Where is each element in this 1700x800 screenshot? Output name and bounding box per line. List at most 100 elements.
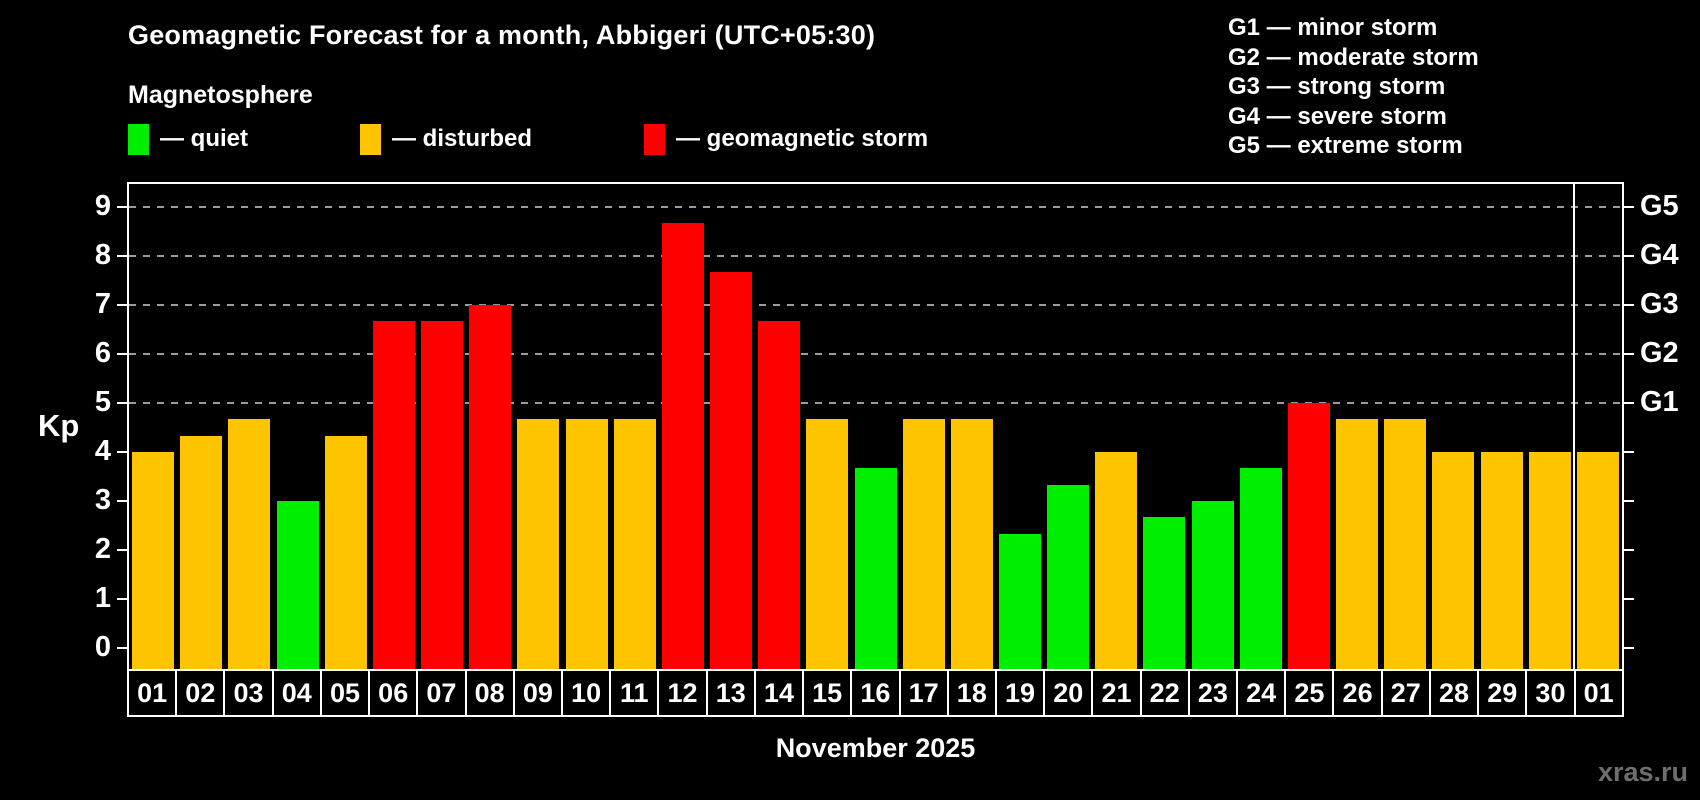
day-label-09: 09 — [512, 669, 563, 717]
left-tick-kp-4 — [117, 451, 127, 453]
y-tick-label-0: 0 — [94, 631, 111, 663]
day-label-04: 04 — [271, 669, 322, 717]
day-label-07: 07 — [416, 669, 467, 717]
day-label-15: 15 — [802, 669, 853, 717]
kp-bar-19 — [998, 533, 1041, 669]
left-tick-kp-1 — [117, 598, 127, 600]
day-label-11: 11 — [609, 669, 660, 717]
left-tick-kp-7 — [117, 304, 127, 306]
left-tick-kp-5 — [117, 402, 127, 404]
day-label-29: 29 — [1477, 669, 1528, 717]
day-label-17: 17 — [898, 669, 949, 717]
kp-bar-17 — [902, 419, 945, 669]
day-label-25: 25 — [1284, 669, 1335, 717]
month-boundary-line — [1572, 184, 1575, 669]
storm-scale-line-G4: G4 — severe storm — [1228, 102, 1447, 130]
y-axis-title: Kp — [38, 408, 80, 443]
x-axis-labels: 01 02 03 04 05 06 07 08 09 10 11 12 13 14 15 16 17 18 19 20… — [127, 669, 1624, 717]
kp-bar-10 — [565, 419, 608, 669]
day-label-13: 13 — [705, 669, 756, 717]
day-label-05: 05 — [319, 669, 371, 717]
legend-item-storm: — geomagnetic storm — [644, 123, 928, 155]
kp-bar-20 — [1047, 484, 1090, 669]
y-tick-label-7: 7 — [94, 288, 111, 320]
day-label-27: 27 — [1380, 669, 1431, 717]
kp-bar-12 — [661, 223, 704, 669]
kp-bar-30 — [1528, 452, 1571, 669]
y-tick-label-6: 6 — [94, 337, 111, 369]
plot-inner — [129, 184, 1622, 669]
x-axis-title: November 2025 — [775, 733, 976, 763]
legend-item-quiet: — quiet — [128, 123, 248, 155]
left-tick-kp-9 — [117, 206, 127, 208]
day-label-24: 24 — [1236, 669, 1287, 717]
kp-bar-15 — [806, 419, 849, 669]
kp-bar-28 — [1432, 452, 1475, 669]
y-tick-label-2: 2 — [94, 533, 111, 565]
kp-bar-01 — [132, 452, 175, 669]
left-tick-kp-0 — [117, 647, 127, 649]
storm-scale-line-G2: G2 — moderate storm — [1228, 43, 1479, 71]
right-axis-label-G5: G5 — [1640, 190, 1679, 222]
kp-bar-13 — [710, 272, 753, 669]
day-label-14: 14 — [753, 669, 805, 717]
right-tick-kp-0 — [1624, 647, 1634, 649]
left-tick-kp-3 — [117, 500, 127, 502]
kp-bar-04 — [276, 501, 319, 669]
y-tick-label-4: 4 — [94, 435, 111, 467]
left-tick-kp-2 — [117, 549, 127, 551]
watermark: xras.ru — [1597, 757, 1688, 787]
kp-bar-18 — [950, 419, 993, 669]
kp-bar-21 — [1095, 452, 1138, 669]
y-tick-label-9: 9 — [94, 190, 111, 222]
day-label-01: 01 — [127, 669, 178, 717]
page-title: Geomagnetic Forecast for a month, Abbige… — [128, 20, 876, 50]
kp-bar-05 — [324, 435, 367, 669]
right-tick-kp-7 — [1624, 304, 1634, 306]
day-label-03: 03 — [223, 669, 274, 717]
day-label-18: 18 — [946, 669, 997, 717]
kp-bar-08 — [469, 305, 512, 669]
y-tick-label-5: 5 — [94, 386, 111, 418]
day-label-28: 28 — [1428, 669, 1480, 717]
day-label-19: 19 — [994, 669, 1046, 717]
day-label-30: 30 — [1525, 669, 1576, 717]
kp-bar-01-next-month — [1576, 452, 1619, 669]
kp-bar-25 — [1287, 403, 1330, 669]
storm-scale-line-G1: G1 — minor storm — [1228, 14, 1438, 41]
right-axis-label-G2: G2 — [1640, 337, 1679, 369]
y-tick-label-8: 8 — [94, 239, 111, 271]
gridline-kp-9 — [129, 206, 1622, 208]
kp-bar-02 — [180, 435, 223, 669]
day-label-23: 23 — [1187, 669, 1239, 717]
gridline-kp-6 — [129, 353, 1622, 355]
kp-bar-07 — [421, 321, 464, 669]
left-tick-kp-6 — [117, 353, 127, 355]
kp-bar-14 — [758, 321, 801, 669]
kp-bar-11 — [613, 419, 656, 669]
right-tick-kp-9 — [1624, 206, 1634, 208]
gridline-kp-7 — [129, 304, 1622, 306]
right-tick-kp-3 — [1624, 500, 1634, 502]
gridline-kp-8 — [129, 255, 1622, 257]
day-label-08: 08 — [464, 669, 515, 717]
right-tick-kp-8 — [1624, 255, 1634, 257]
kp-bar-23 — [1191, 501, 1234, 669]
legend-label-quiet: — quiet — [160, 125, 248, 152]
right-tick-kp-6 — [1624, 353, 1634, 355]
storm-scale-line-G3: G3 — strong storm — [1228, 73, 1446, 100]
day-label-21: 21 — [1091, 669, 1142, 717]
right-axis-label-G3: G3 — [1640, 288, 1679, 320]
legend-label-disturbed: — disturbed — [392, 125, 533, 152]
kp-bar-29 — [1480, 452, 1523, 669]
day-label-20: 20 — [1043, 669, 1094, 717]
y-tick-label-1: 1 — [94, 582, 111, 614]
kp-bar-22 — [1143, 517, 1186, 669]
kp-bar-09 — [517, 419, 560, 669]
right-tick-kp-2 — [1624, 549, 1634, 551]
gridline-kp-5 — [129, 402, 1622, 404]
storm-scale-legend: G1 — minor storm G2 — moderate storm G3 — … — [1228, 13, 1479, 161]
left-tick-kp-8 — [117, 255, 127, 257]
kp-bar-06 — [372, 321, 415, 669]
